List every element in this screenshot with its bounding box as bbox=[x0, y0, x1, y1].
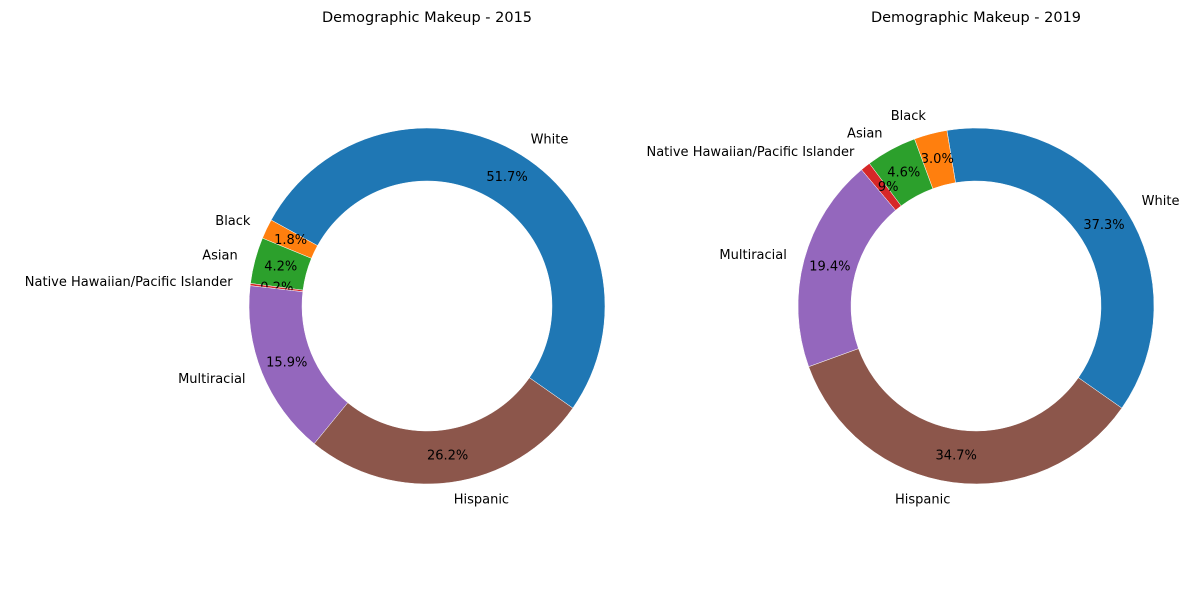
chart-title: Demographic Makeup - 2015 bbox=[322, 10, 532, 26]
slice-label: Native Hawaiian/Pacific Islander bbox=[25, 275, 233, 290]
donut-slice bbox=[808, 348, 1123, 485]
slice-label: Native Hawaiian/Pacific Islander bbox=[646, 145, 854, 160]
value-label: 19.4% bbox=[809, 259, 850, 274]
slice-label: Multiracial bbox=[178, 372, 245, 387]
slice-label: Asian bbox=[202, 248, 237, 263]
value-label: 4.2% bbox=[264, 260, 297, 275]
chart-title: Demographic Makeup - 2019 bbox=[871, 10, 1081, 26]
donut-slice bbox=[946, 127, 1155, 409]
slice-label: Hispanic bbox=[454, 492, 509, 507]
value-label: 3.0% bbox=[921, 152, 954, 167]
value-label: 37.3% bbox=[1083, 218, 1124, 233]
slice-label: Multiracial bbox=[719, 248, 786, 263]
slice-label: Black bbox=[891, 109, 927, 124]
slice-label: Black bbox=[215, 214, 251, 229]
value-label: 1.8% bbox=[274, 233, 307, 248]
value-label: 4.6% bbox=[887, 166, 920, 181]
value-label: 26.2% bbox=[427, 448, 468, 463]
slice-label: White bbox=[1142, 194, 1180, 209]
value-label: 34.7% bbox=[936, 448, 977, 463]
donut-slice bbox=[270, 127, 606, 409]
value-label: 51.7% bbox=[486, 170, 527, 185]
slice-label: Hispanic bbox=[895, 493, 950, 508]
value-label: 15.9% bbox=[266, 355, 307, 370]
donut-slice bbox=[313, 377, 574, 485]
slice-label: White bbox=[531, 132, 569, 147]
slice-label: Asian bbox=[847, 126, 882, 141]
